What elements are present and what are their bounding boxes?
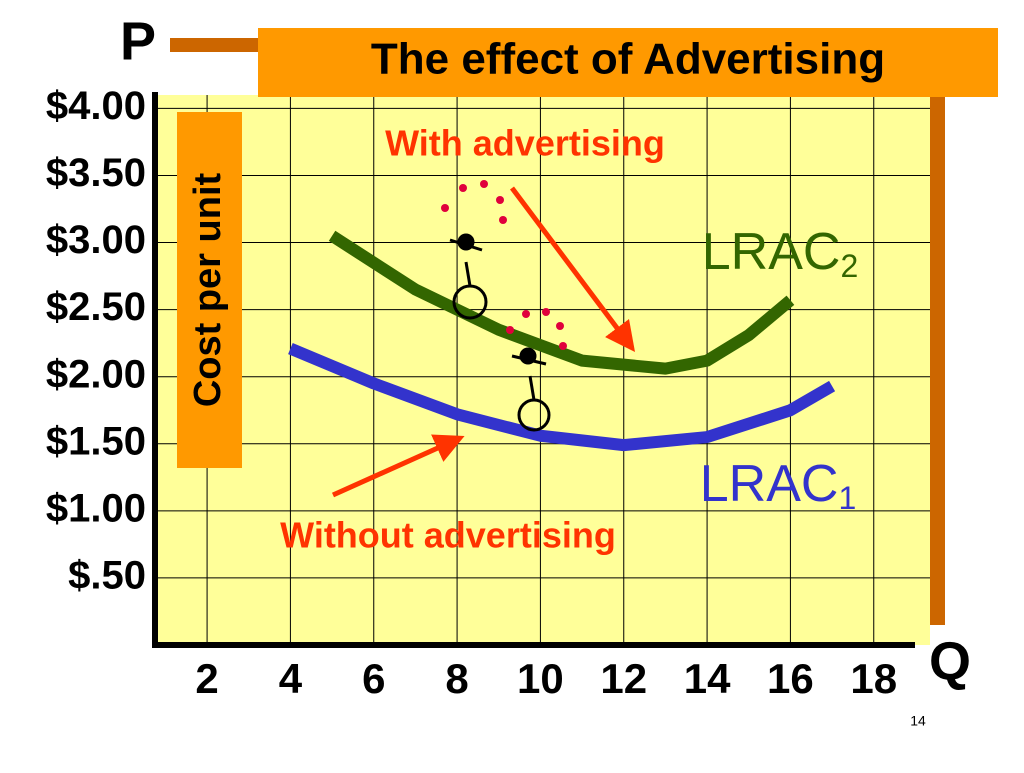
y-tick-label: $1.50 (46, 419, 146, 463)
annotation: With advertising (385, 123, 665, 164)
x-tick-label: 2 (195, 655, 218, 702)
y-axis-letter: P (120, 11, 156, 71)
y-tick-label: $1.00 (46, 486, 146, 530)
x-tick-label: 16 (767, 655, 814, 702)
curve-label-text: LRAC (700, 455, 839, 513)
curve-label-subscript: 1 (838, 480, 856, 516)
curve (328, 230, 795, 375)
x-tick-label: 4 (279, 655, 303, 702)
y-tick-label: $2.00 (46, 352, 146, 396)
ylabel-box (177, 112, 242, 468)
x-tick-label: 18 (850, 655, 897, 702)
curves (288, 230, 836, 452)
frame-bar (170, 38, 270, 52)
curve-label: LRAC1 (700, 455, 857, 517)
y-tick-label: $4.00 (46, 84, 146, 128)
arrow (510, 186, 635, 352)
x-axis-letter: Q (929, 631, 971, 691)
x-tick-label: 12 (600, 655, 647, 702)
curve (288, 343, 836, 452)
x-tick-label: 14 (684, 655, 731, 702)
title-box (258, 28, 998, 97)
y-tick-label: $.50 (68, 553, 146, 597)
unicyclist-icon (506, 308, 567, 432)
y-tick-label: $3.00 (46, 218, 146, 262)
curve-label: LRAC2 (702, 223, 859, 285)
slide-number: 14 (910, 713, 926, 729)
y-tick-label: $2.50 (46, 285, 146, 329)
y-tick-label: $3.50 (46, 151, 146, 195)
x-tick-label: 6 (362, 655, 385, 702)
y-axis-label: Cost per unit (187, 172, 229, 407)
x-tick-label: 8 (445, 655, 468, 702)
arrow (331, 434, 465, 498)
x-tick-label: 10 (517, 655, 564, 702)
frame-bar (930, 95, 945, 625)
annotation: Without advertising (280, 515, 616, 556)
plot-background (155, 95, 930, 645)
unicyclist-icon (441, 180, 507, 320)
curve-label-text: LRAC (702, 223, 841, 281)
chart-title: The effect of Advertising (371, 35, 885, 84)
curve-label-subscript: 2 (840, 248, 858, 284)
